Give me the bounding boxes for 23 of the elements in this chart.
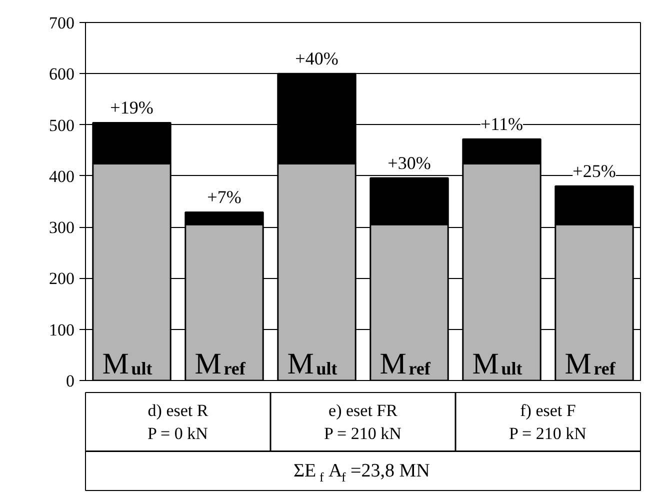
text: e) eset FR P = 210 kN bbox=[324, 401, 402, 443]
annotation: +30% bbox=[388, 152, 431, 173]
y-tick-label: 500 bbox=[49, 116, 74, 135]
y-tick-label: 300 bbox=[49, 218, 74, 238]
text: d) eset R P = 0 kN bbox=[147, 401, 209, 443]
y-tick-label: 600 bbox=[49, 64, 74, 84]
annotation: +11% bbox=[480, 114, 523, 134]
x-tick-label: Mref bbox=[380, 348, 432, 380]
y-tick-label: 200 bbox=[49, 269, 74, 288]
y-tick-label: 400 bbox=[49, 166, 74, 186]
x-tick-label: Mref bbox=[194, 348, 246, 380]
x-tick-label: Mref bbox=[564, 348, 616, 380]
annotation: +19% bbox=[110, 98, 154, 118]
y-tick-label: 0 bbox=[66, 372, 74, 390]
x-tick-label: Mult bbox=[102, 348, 152, 380]
y-tick-label: 700 bbox=[49, 14, 74, 32]
annotation: +25% bbox=[572, 161, 616, 182]
annotation: +40% bbox=[295, 48, 338, 69]
y-tick-label: 100 bbox=[49, 320, 74, 340]
x-tick-label: Mult bbox=[287, 348, 338, 380]
text: f) eset F P = 210 kN bbox=[508, 401, 586, 443]
x-tick-label: Mult bbox=[472, 348, 522, 380]
annotation: +7% bbox=[207, 187, 242, 208]
